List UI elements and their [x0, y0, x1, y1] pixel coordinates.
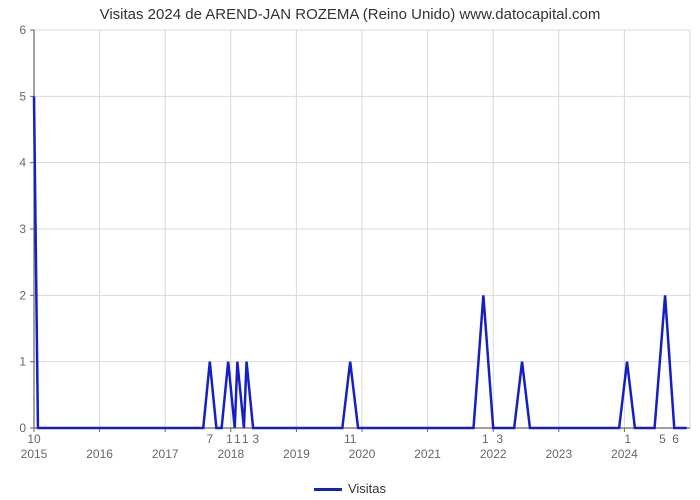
svg-text:1: 1 [234, 432, 241, 446]
svg-text:2021: 2021 [414, 447, 441, 461]
svg-text:3: 3 [252, 432, 259, 446]
svg-text:2024: 2024 [611, 447, 638, 461]
chart-legend: Visitas [0, 481, 700, 496]
svg-text:10: 10 [27, 432, 41, 446]
svg-text:1: 1 [482, 432, 489, 446]
svg-text:2018: 2018 [217, 447, 244, 461]
legend-line [314, 488, 342, 491]
svg-text:2017: 2017 [152, 447, 179, 461]
svg-text:4: 4 [19, 156, 26, 170]
svg-text:2023: 2023 [545, 447, 572, 461]
svg-text:11: 11 [344, 432, 357, 446]
svg-text:7: 7 [206, 432, 213, 446]
svg-text:5: 5 [659, 432, 666, 446]
svg-text:1: 1 [242, 432, 249, 446]
chart-container: Visitas 2024 de AREND-JAN ROZEMA (Reino … [0, 0, 700, 500]
svg-text:3: 3 [496, 432, 503, 446]
svg-text:2019: 2019 [283, 447, 310, 461]
chart-svg: 0123456201520162017201820192020202120222… [0, 0, 700, 500]
svg-text:1: 1 [624, 432, 631, 446]
legend-label: Visitas [348, 481, 386, 496]
svg-text:2015: 2015 [21, 447, 48, 461]
chart-title: Visitas 2024 de AREND-JAN ROZEMA (Reino … [0, 6, 700, 23]
svg-text:2020: 2020 [349, 447, 376, 461]
svg-text:0: 0 [19, 421, 26, 435]
svg-text:2016: 2016 [86, 447, 113, 461]
svg-text:6: 6 [19, 23, 26, 37]
svg-text:1: 1 [19, 355, 26, 369]
svg-text:2022: 2022 [480, 447, 507, 461]
svg-text:3: 3 [19, 222, 26, 236]
svg-text:5: 5 [19, 89, 26, 103]
svg-text:6: 6 [672, 432, 679, 446]
svg-text:2: 2 [19, 288, 26, 302]
svg-text:1: 1 [226, 432, 233, 446]
